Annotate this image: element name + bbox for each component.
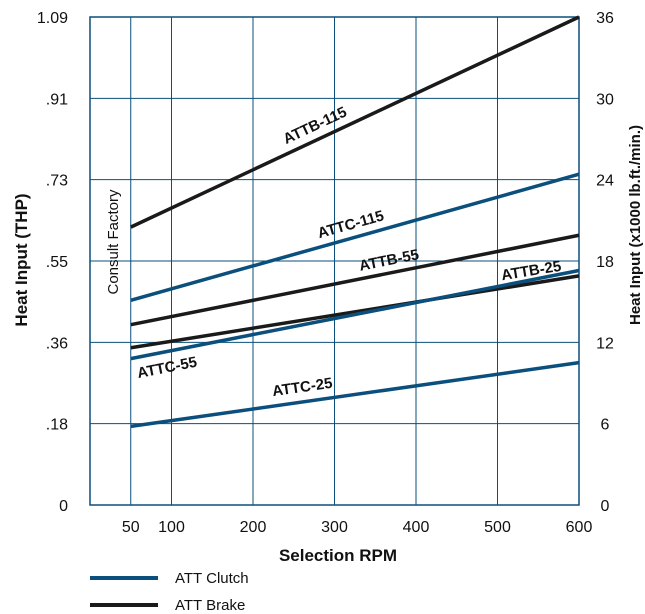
y-left-tick-label: 1.09 — [37, 10, 68, 27]
x-tick-label: 300 — [321, 519, 348, 536]
y-left-tick-labels: 0 .18 .36 .55 .73 .91 1.09 — [37, 10, 68, 515]
y-left-tick-label: .18 — [46, 417, 68, 434]
y-left-tick-label: .36 — [46, 335, 68, 352]
y-right-tick-label: 0 — [601, 498, 610, 515]
x-tick-label: 50 — [122, 519, 140, 536]
y-right-tick-label: 18 — [596, 254, 614, 271]
series-line — [130, 172, 580, 302]
x-tick-label: 400 — [403, 519, 430, 536]
plot-frame — [89, 16, 580, 506]
y-right-tick-labels: 0 6 12 18 24 30 36 — [596, 10, 614, 515]
y-right-tick-label: 6 — [601, 417, 610, 434]
grid — [90, 16, 580, 506]
x-tick-label: 600 — [566, 519, 593, 536]
series-line — [130, 15, 580, 229]
series-line — [130, 233, 580, 327]
x-axis-title: Selection RPM — [279, 546, 397, 565]
y-left-tick-label: 0 — [59, 498, 68, 515]
y-right-axis-title: Heat Input (x1000 lb.ft./min.) — [627, 125, 644, 325]
y-left-tick-label: .55 — [46, 254, 68, 271]
series-label: ATTC-55 — [136, 354, 199, 382]
consult-factory-annotation: Consult Factory — [105, 189, 122, 295]
series-line — [130, 274, 580, 350]
series-line — [130, 268, 580, 361]
x-tick-labels: 50 100 200 300 400 500 600 — [122, 519, 593, 536]
x-tick-label: 100 — [158, 519, 185, 536]
y-left-tick-label: .73 — [46, 173, 68, 190]
series-line — [130, 360, 580, 429]
y-right-tick-label: 12 — [596, 335, 614, 352]
series-label: ATTC-25 — [271, 375, 333, 400]
y-right-tick-label: 36 — [596, 10, 614, 27]
y-right-tick-label: 30 — [596, 91, 614, 108]
legend: ATT Clutch ATT Brake — [90, 570, 249, 614]
series-lines — [130, 15, 580, 429]
legend-label: ATT Brake — [175, 597, 245, 614]
y-right-tick-label: 24 — [596, 173, 614, 190]
x-tick-label: 200 — [240, 519, 267, 536]
legend-label: ATT Clutch — [175, 570, 249, 587]
y-left-tick-label: .91 — [46, 91, 68, 108]
y-left-axis-title: Heat Input (THP) — [12, 193, 31, 326]
x-tick-label: 500 — [484, 519, 511, 536]
